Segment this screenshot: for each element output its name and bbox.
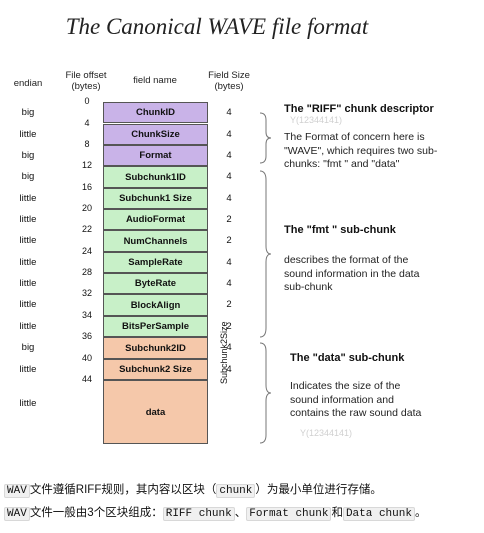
size-cell: 4 bbox=[226, 257, 232, 268]
size-cell: 4 bbox=[226, 342, 232, 353]
code-span: WAV bbox=[4, 484, 30, 498]
footer-text: 文件一般由3个区块组成： bbox=[29, 507, 163, 519]
diagram-title: The Canonical WAVE file format bbox=[65, 14, 369, 39]
endian-cell: big bbox=[21, 107, 35, 118]
offset-cell: 44 bbox=[81, 374, 92, 384]
offset-cell: 0 bbox=[84, 96, 90, 106]
data-title: The "data" sub-chunk bbox=[290, 352, 405, 364]
field-cell: Subchunk1 Size bbox=[103, 188, 208, 209]
data-description: Indicates the size of the sound informat… bbox=[290, 380, 422, 419]
endian-cell: little bbox=[19, 299, 37, 310]
footer-text: 文件遵循RIFF规则，其内容以区块（ bbox=[29, 484, 217, 496]
endian-cell: little bbox=[19, 278, 37, 289]
offset-cell: 22 bbox=[81, 224, 92, 234]
footer-text: 、 bbox=[234, 507, 247, 519]
footer-line-2: WAV 文件一般由3个区块组成： RIFF chunk、 Format chunk 和 D… bbox=[4, 505, 426, 522]
fmt-description: describes the format of the sound inform… bbox=[284, 254, 420, 293]
field-cell: Format bbox=[103, 145, 208, 166]
riff-title: The "RIFF" chunk descriptor bbox=[284, 103, 434, 115]
offset-cell: 4 bbox=[84, 118, 90, 128]
endian-cell: little bbox=[19, 129, 37, 140]
field-cell: SampleRate bbox=[103, 252, 208, 273]
offset-cell: 32 bbox=[81, 288, 92, 298]
header-field-size: Field Size (bytes) bbox=[208, 70, 250, 92]
header-endian: endian bbox=[13, 78, 43, 89]
footer-text: ）为最小单位进行存储。 bbox=[255, 484, 382, 496]
footer-text: 。 bbox=[414, 507, 427, 519]
offset-cell: 28 bbox=[81, 267, 92, 277]
endian-cell: little bbox=[19, 321, 37, 332]
field-cell: data bbox=[103, 380, 208, 444]
size-cell: 4 bbox=[226, 171, 232, 182]
offset-cell: 34 bbox=[81, 310, 92, 320]
data-size-label: Subchunk2Size bbox=[219, 321, 229, 384]
watermark: Y(12344141) bbox=[300, 428, 353, 438]
endian-cell: little bbox=[19, 193, 37, 204]
fmt-title: The "fmt " sub-chunk bbox=[284, 224, 396, 236]
offset-cell: 40 bbox=[81, 353, 92, 363]
field-cell: Subchunk2 Size bbox=[103, 359, 208, 380]
size-cell: 2 bbox=[226, 299, 232, 310]
offset-cell: 24 bbox=[81, 246, 92, 256]
offset-cell: 8 bbox=[84, 139, 90, 149]
header-offset: File offset (bytes) bbox=[65, 70, 107, 92]
endian-cell: big bbox=[21, 171, 35, 182]
offset-cell: 36 bbox=[81, 331, 92, 341]
size-cell: 2 bbox=[226, 235, 232, 246]
footer-line-1: WAV 文件遵循RIFF规则，其内容以区块（ chunk ）为最小单位进行存储。 bbox=[4, 482, 382, 499]
size-cell: 2 bbox=[226, 214, 232, 225]
code-span: Format chunk bbox=[246, 507, 332, 521]
data-brace bbox=[259, 342, 272, 444]
code-span: WAV bbox=[4, 507, 30, 521]
size-cell: 4 bbox=[226, 150, 232, 161]
size-cell: 4 bbox=[226, 278, 232, 289]
code-span: Data chunk bbox=[342, 507, 415, 521]
field-cell: NumChannels bbox=[103, 230, 208, 252]
size-cell: 4 bbox=[226, 364, 232, 375]
endian-cell: little bbox=[19, 364, 37, 375]
field-cell: ByteRate bbox=[103, 273, 208, 294]
size-cell: 4 bbox=[226, 129, 232, 140]
field-cell: Subchunk1ID bbox=[103, 166, 208, 188]
size-cell: 2 bbox=[226, 321, 232, 332]
endian-cell: little bbox=[19, 235, 37, 246]
field-cell: BitsPerSample bbox=[103, 316, 208, 337]
endian-cell: big bbox=[21, 150, 35, 161]
field-cell: Subchunk2ID bbox=[103, 337, 208, 359]
footer-text: 和 bbox=[331, 507, 343, 519]
riff-brace bbox=[259, 112, 272, 164]
field-cell: ChunkID bbox=[103, 102, 208, 123]
code-span: RIFF chunk bbox=[162, 507, 235, 521]
field-cell: ChunkSize bbox=[103, 124, 208, 145]
offset-cell: 16 bbox=[81, 182, 92, 192]
code-span: chunk bbox=[216, 484, 256, 498]
endian-cell: little bbox=[19, 257, 37, 268]
watermark: Y(12344141) bbox=[290, 115, 343, 125]
size-cell: 4 bbox=[226, 193, 232, 204]
field-cell: AudioFormat bbox=[103, 209, 208, 230]
fmt-brace bbox=[259, 170, 272, 338]
endian-cell: little bbox=[19, 398, 37, 409]
size-cell: 4 bbox=[226, 107, 232, 118]
header-field-name: field name bbox=[133, 75, 177, 86]
offset-cell: 12 bbox=[81, 160, 92, 170]
field-cell: BlockAlign bbox=[103, 294, 208, 316]
endian-cell: little bbox=[19, 214, 37, 225]
endian-cell: big bbox=[21, 342, 35, 353]
offset-cell: 20 bbox=[81, 203, 92, 213]
riff-description: The Format of concern here is "WAVE", wh… bbox=[284, 131, 438, 170]
